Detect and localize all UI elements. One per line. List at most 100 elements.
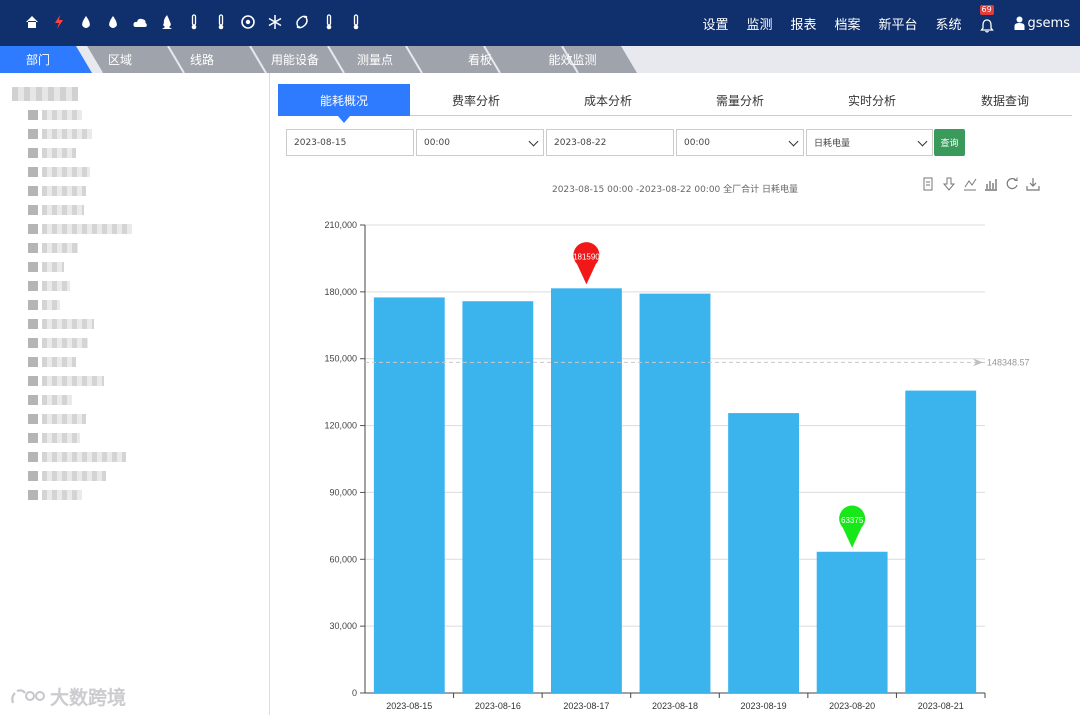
menu-archive[interactable]: 档案 — [834, 17, 861, 33]
tree-item-label — [42, 414, 86, 424]
menu-system[interactable]: 系统 — [935, 17, 962, 33]
snowflake-icon[interactable] — [261, 8, 288, 36]
average-arrow-icon — [973, 358, 983, 367]
tree-node-icon — [28, 262, 38, 272]
tab-department[interactable]: 部门 — [25, 53, 50, 67]
metric-select[interactable]: 日耗电量 — [806, 129, 933, 156]
download-arrow-icon[interactable] — [942, 177, 956, 191]
x-tick-label: 2023-08-19 — [741, 701, 787, 711]
bar-chart-icon[interactable] — [984, 177, 998, 191]
tree-item[interactable] — [28, 394, 72, 406]
min-label: 63375 — [841, 516, 864, 525]
tree-item[interactable] — [28, 375, 104, 387]
refresh-icon[interactable] — [1005, 177, 1019, 191]
tree-item[interactable] — [28, 318, 94, 330]
electric-icon[interactable] — [45, 8, 72, 36]
thermometer-small-icon[interactable] — [315, 8, 342, 36]
notification-badge: 69 — [979, 5, 994, 15]
tree-node-icon — [28, 224, 38, 234]
tree-item-label — [42, 471, 106, 481]
tree-item[interactable] — [28, 413, 86, 425]
tab-region[interactable]: 区域 — [107, 53, 132, 67]
bar — [373, 297, 445, 693]
menu-report[interactable]: 报表 — [790, 17, 817, 33]
subtab-data-query[interactable]: 数据查询 — [980, 93, 1029, 108]
tree-item[interactable] — [28, 204, 84, 216]
subtab-realtime[interactable]: 实时分析 — [847, 93, 896, 108]
end-date-input[interactable]: 2023-08-22 — [546, 129, 674, 156]
average-label: 148348.57 — [987, 357, 1030, 367]
tree-item[interactable] — [28, 166, 90, 178]
water-icon[interactable] — [72, 8, 99, 36]
home-icon[interactable] — [18, 8, 45, 36]
tree-node-icon — [28, 243, 38, 253]
tree-item[interactable] — [28, 432, 80, 444]
tree-node-icon — [28, 452, 38, 462]
wind-icon[interactable] — [288, 8, 315, 36]
tree-item[interactable] — [28, 128, 92, 140]
user-menu[interactable]: gsems — [1014, 16, 1070, 31]
tree-item-label — [42, 224, 132, 234]
tree-item[interactable] — [28, 242, 78, 254]
thermometer-alt-icon[interactable] — [207, 8, 234, 36]
tree-root[interactable] — [12, 87, 78, 101]
y-tick-label: 90,000 — [329, 487, 357, 497]
tree-item-label — [42, 433, 80, 443]
menu-settings[interactable]: 设置 — [702, 17, 729, 33]
tree-node-icon — [28, 148, 38, 158]
subtab-overview[interactable]: 能耗概况 — [278, 84, 410, 123]
chart-title: 2023-08-15 00:00 -2023-08-22 00:00 全厂合计 … — [551, 185, 799, 195]
tree-item[interactable] — [28, 470, 106, 482]
tab-measure-point[interactable]: 测量点 — [356, 53, 393, 67]
tree-item[interactable] — [28, 337, 88, 349]
thermometer-icon[interactable] — [180, 8, 207, 36]
energy-type-icons — [18, 8, 369, 36]
meter-icon[interactable] — [234, 8, 261, 36]
query-button[interactable]: 查询 — [934, 129, 965, 156]
subtab-demand[interactable]: 需量分析 — [715, 93, 764, 108]
tree-item-label — [42, 281, 70, 291]
tree-item[interactable] — [28, 223, 132, 235]
tab-dashboard[interactable]: 看板 — [467, 53, 492, 67]
tree-item-label — [42, 262, 64, 272]
water-drop-icon[interactable] — [99, 8, 126, 36]
tree-item[interactable] — [28, 261, 64, 273]
tab-efficiency[interactable]: 能效监测 — [548, 53, 597, 67]
tab-line[interactable]: 线路 — [189, 53, 214, 67]
subtab-rate[interactable]: 费率分析 — [451, 93, 500, 108]
flame-icon[interactable] — [153, 8, 180, 36]
tree-item-label — [42, 167, 90, 177]
data-view-icon[interactable] — [921, 177, 935, 191]
save-image-icon[interactable] — [1026, 177, 1040, 191]
x-tick-label: 2023-08-18 — [652, 701, 698, 711]
tree-item[interactable] — [28, 280, 70, 292]
tree-node-icon — [28, 338, 38, 348]
tab-equipment[interactable]: 用能设备 — [270, 53, 319, 67]
tree-item-label — [42, 338, 88, 348]
start-date-input[interactable]: 2023-08-15 — [286, 129, 414, 156]
tree-item[interactable] — [28, 356, 76, 368]
notification-bell[interactable]: 69 — [979, 5, 996, 33]
bar — [905, 390, 977, 693]
start-time-select[interactable]: 00:00 — [416, 129, 544, 156]
username: gsems — [1027, 15, 1070, 31]
tree-item[interactable] — [28, 489, 82, 501]
cloud-icon[interactable] — [126, 8, 153, 36]
tree-item-label — [42, 376, 104, 386]
min-pin — [839, 505, 866, 548]
tree-item-label — [42, 357, 76, 367]
thermometer-small-alt-icon[interactable] — [342, 8, 369, 36]
line-chart-icon[interactable] — [963, 177, 977, 191]
tree-node-icon — [28, 414, 38, 424]
end-time-select[interactable]: 00:00 — [676, 129, 804, 156]
subtab-cost[interactable]: 成本分析 — [583, 93, 632, 108]
tree-item[interactable] — [28, 147, 76, 159]
tree-item[interactable] — [28, 451, 126, 463]
tree-item[interactable] — [28, 299, 60, 311]
tree-node-icon — [28, 167, 38, 177]
menu-new-platform[interactable]: 新平台 — [878, 17, 918, 33]
top-menu: 设置 监测 报表 档案 新平台 系统 69 gsems — [702, 0, 1070, 46]
tree-item[interactable] — [28, 109, 82, 121]
menu-monitor[interactable]: 监测 — [746, 17, 773, 33]
tree-item[interactable] — [28, 185, 86, 197]
